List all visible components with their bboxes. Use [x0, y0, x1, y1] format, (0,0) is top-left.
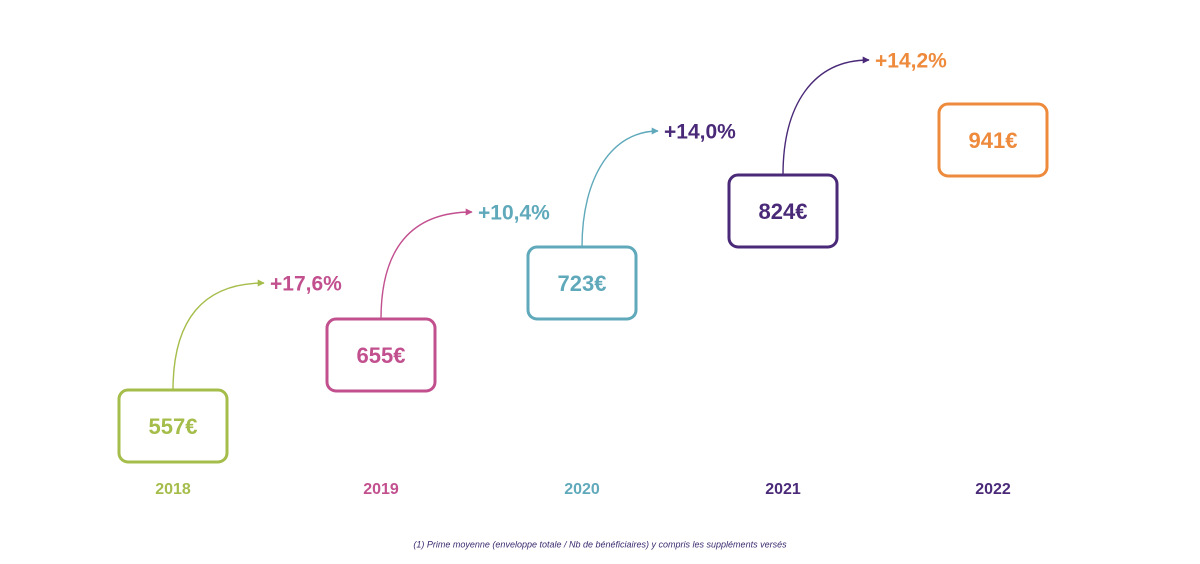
growth: +14,2% — [875, 50, 947, 73]
value: 941€ — [969, 128, 1018, 153]
year: 2022 — [975, 481, 1011, 498]
value-box — [937, 102, 1049, 178]
year: 2018 — [155, 481, 191, 498]
value: 824€ — [759, 199, 808, 224]
growth: +10,4% — [478, 202, 550, 225]
growth-arrow — [172, 279, 265, 391]
year: 2019 — [363, 481, 399, 498]
value: 557€ — [149, 414, 198, 439]
year: 2021 — [765, 481, 801, 498]
growth: +14,0% — [664, 121, 736, 144]
growth-arrow — [581, 127, 659, 248]
growth: +17,6% — [270, 273, 342, 296]
footnote: (1) Prime moyenne (enveloppe totale / Nb… — [413, 539, 787, 549]
value: 655€ — [357, 343, 406, 368]
value: 723€ — [558, 271, 607, 296]
growth-arrow — [782, 56, 870, 176]
year: 2020 — [564, 481, 600, 498]
growth-arrow — [380, 208, 473, 320]
steps: 557€ 2018 +17,6% 655€ 2019 +10,4% 723€ 2020 +14,… — [117, 50, 1049, 498]
